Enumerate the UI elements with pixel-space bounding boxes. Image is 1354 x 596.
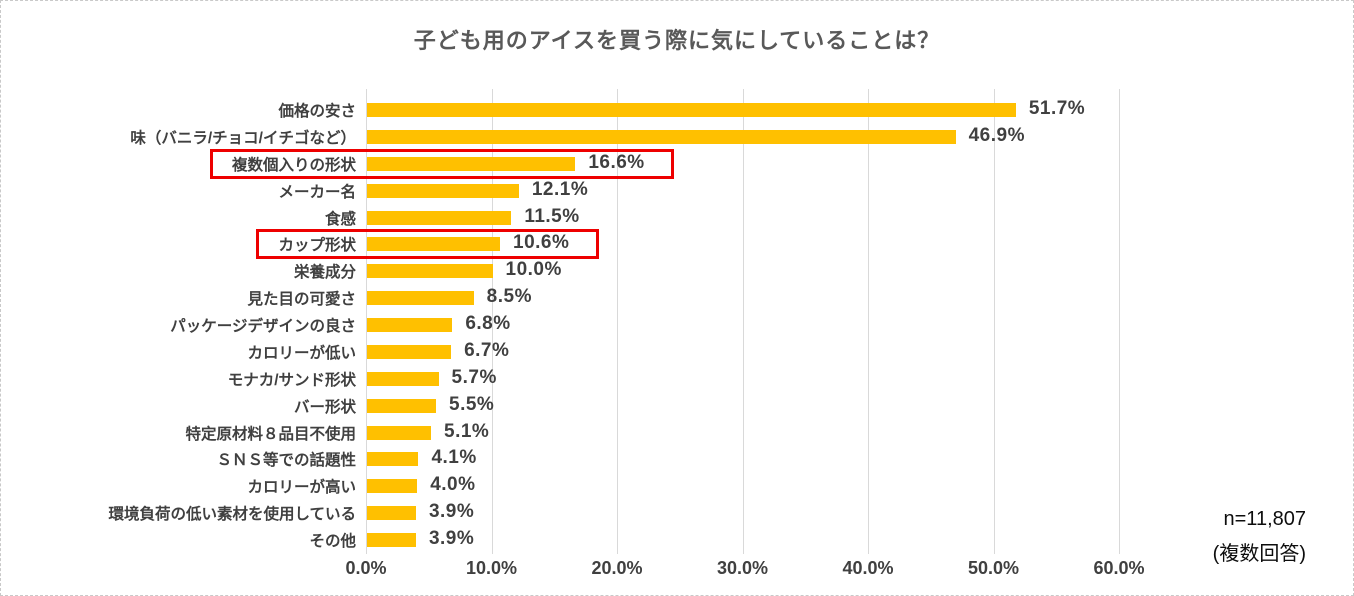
gridline [993, 89, 995, 554]
category-label: 複数個入りの形状 [231, 156, 356, 174]
value-label: 5.5% [449, 393, 495, 415]
value-label: 11.5% [524, 205, 580, 227]
category-label: 環境負荷の低い素材を使用している [108, 506, 356, 524]
bar [367, 156, 576, 171]
x-axis-tick: 20.0% [591, 558, 643, 578]
value-label: 46.9% [968, 124, 1025, 146]
value-label: 5.7% [451, 366, 497, 388]
bar [367, 264, 493, 279]
sample-size-note: n=11,807 [1223, 508, 1307, 530]
bar [367, 452, 419, 467]
bar [367, 210, 512, 225]
bar [367, 344, 452, 359]
value-label: 10.6% [513, 232, 570, 254]
category-label: 見た目の可愛さ [247, 291, 356, 309]
bar [367, 398, 437, 413]
bar [367, 183, 519, 198]
category-label: その他 [309, 533, 356, 550]
gridline [617, 89, 618, 554]
value-label: 4.1% [431, 447, 477, 469]
gridline [366, 89, 367, 554]
bar [367, 103, 1016, 117]
value-label: 51.7% [1028, 98, 1086, 119]
bar [367, 425, 431, 440]
value-label: 10.0% [505, 259, 562, 281]
bar [367, 318, 453, 332]
x-axis-tick: 60.0% [1093, 558, 1145, 578]
category-label: バー形状 [293, 398, 356, 416]
value-label: 8.5% [486, 286, 532, 308]
category-label: 味（バニラ/チョコ/イチゴなど） [130, 129, 356, 147]
x-axis-tick: 0.0% [345, 558, 387, 578]
gridline [868, 89, 869, 554]
bar [367, 129, 956, 144]
x-axis-tick: 10.0% [465, 558, 518, 578]
value-label: 3.9% [428, 528, 475, 549]
x-axis-tick: 40.0% [842, 558, 894, 578]
category-label: 価格の安さ [278, 103, 356, 120]
category-label: 食感 [324, 210, 356, 228]
chart-title: 子ども用のアイスを買う際に気にしていることは？ [413, 28, 941, 53]
gridline [1119, 89, 1120, 554]
category-label: カロリーが低い [247, 344, 356, 362]
gridline [491, 89, 493, 554]
bar [367, 479, 418, 494]
x-axis-tick: 50.0% [967, 558, 1020, 578]
value-label: 3.9% [428, 501, 475, 523]
value-label: 5.1% [444, 420, 490, 442]
category-label: カップ形状 [278, 237, 356, 255]
gridline [742, 89, 744, 554]
category-label: 栄養成分 [293, 264, 356, 282]
value-label: 12.1% [531, 178, 589, 200]
category-label: モナカ/サンド形状 [227, 371, 356, 389]
sample-annotation: n=11,807 (複数回答) [1213, 502, 1306, 572]
bar [367, 371, 439, 386]
value-label: 6.8% [465, 313, 511, 334]
value-label: 6.7% [464, 339, 510, 361]
category-label: メーカー名 [278, 183, 356, 201]
category-label: 特定原材料８品目不使用 [185, 425, 356, 443]
category-label: ＳＮＳ等での話題性 [216, 452, 356, 470]
value-label: 4.0% [430, 474, 476, 496]
multiple-answer-note: (複数回答) [1212, 543, 1306, 565]
category-label: パッケージデザインの良さ [170, 318, 356, 335]
value-label: 16.6% [588, 151, 645, 173]
category-label: カロリーが高い [247, 479, 356, 497]
bar [367, 291, 474, 306]
x-axis-tick: 30.0% [716, 558, 769, 578]
bar [367, 533, 416, 547]
bar [367, 237, 501, 252]
bar [367, 506, 416, 521]
